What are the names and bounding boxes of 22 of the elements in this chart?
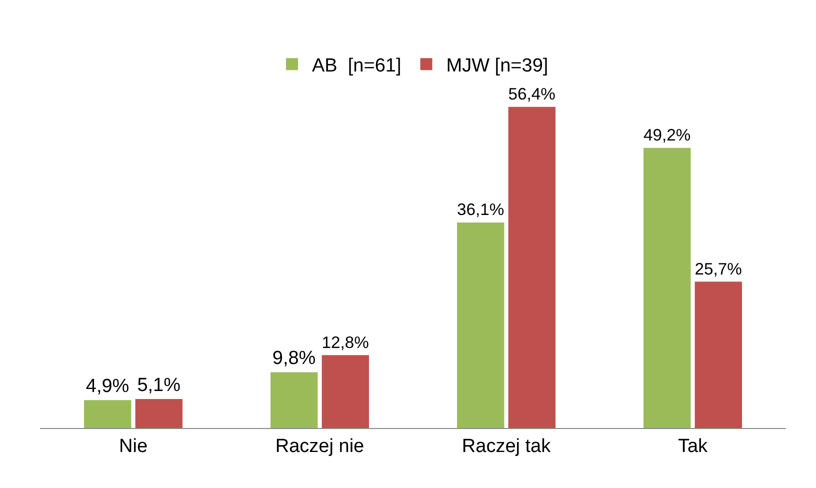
bar: [457, 222, 504, 428]
bar: [508, 106, 556, 428]
bar: [135, 398, 182, 428]
x-tick-label: Raczej nie: [275, 436, 364, 457]
x-tick-label: Raczej tak: [462, 436, 552, 457]
data-label: 56,4%: [508, 84, 556, 104]
bar: [694, 282, 742, 428]
bar: [644, 148, 691, 428]
legend-label: MJW [n=39]: [446, 56, 548, 76]
data-label: 5,1%: [137, 374, 181, 396]
data-label: 9,8%: [272, 348, 316, 370]
bar: [84, 400, 132, 428]
data-label: 25,7%: [694, 259, 742, 278]
data-label: 36,1%: [457, 200, 504, 220]
bar: [270, 372, 318, 428]
data-label: 49,2%: [644, 126, 691, 145]
x-tick-label: Tak: [678, 436, 708, 457]
data-label: 12,8%: [322, 332, 370, 352]
bar: [322, 355, 369, 428]
legend-label: AB [n=61]: [312, 56, 402, 76]
data-label: 4,9%: [86, 376, 130, 398]
x-tick-label: Nie: [118, 436, 148, 457]
